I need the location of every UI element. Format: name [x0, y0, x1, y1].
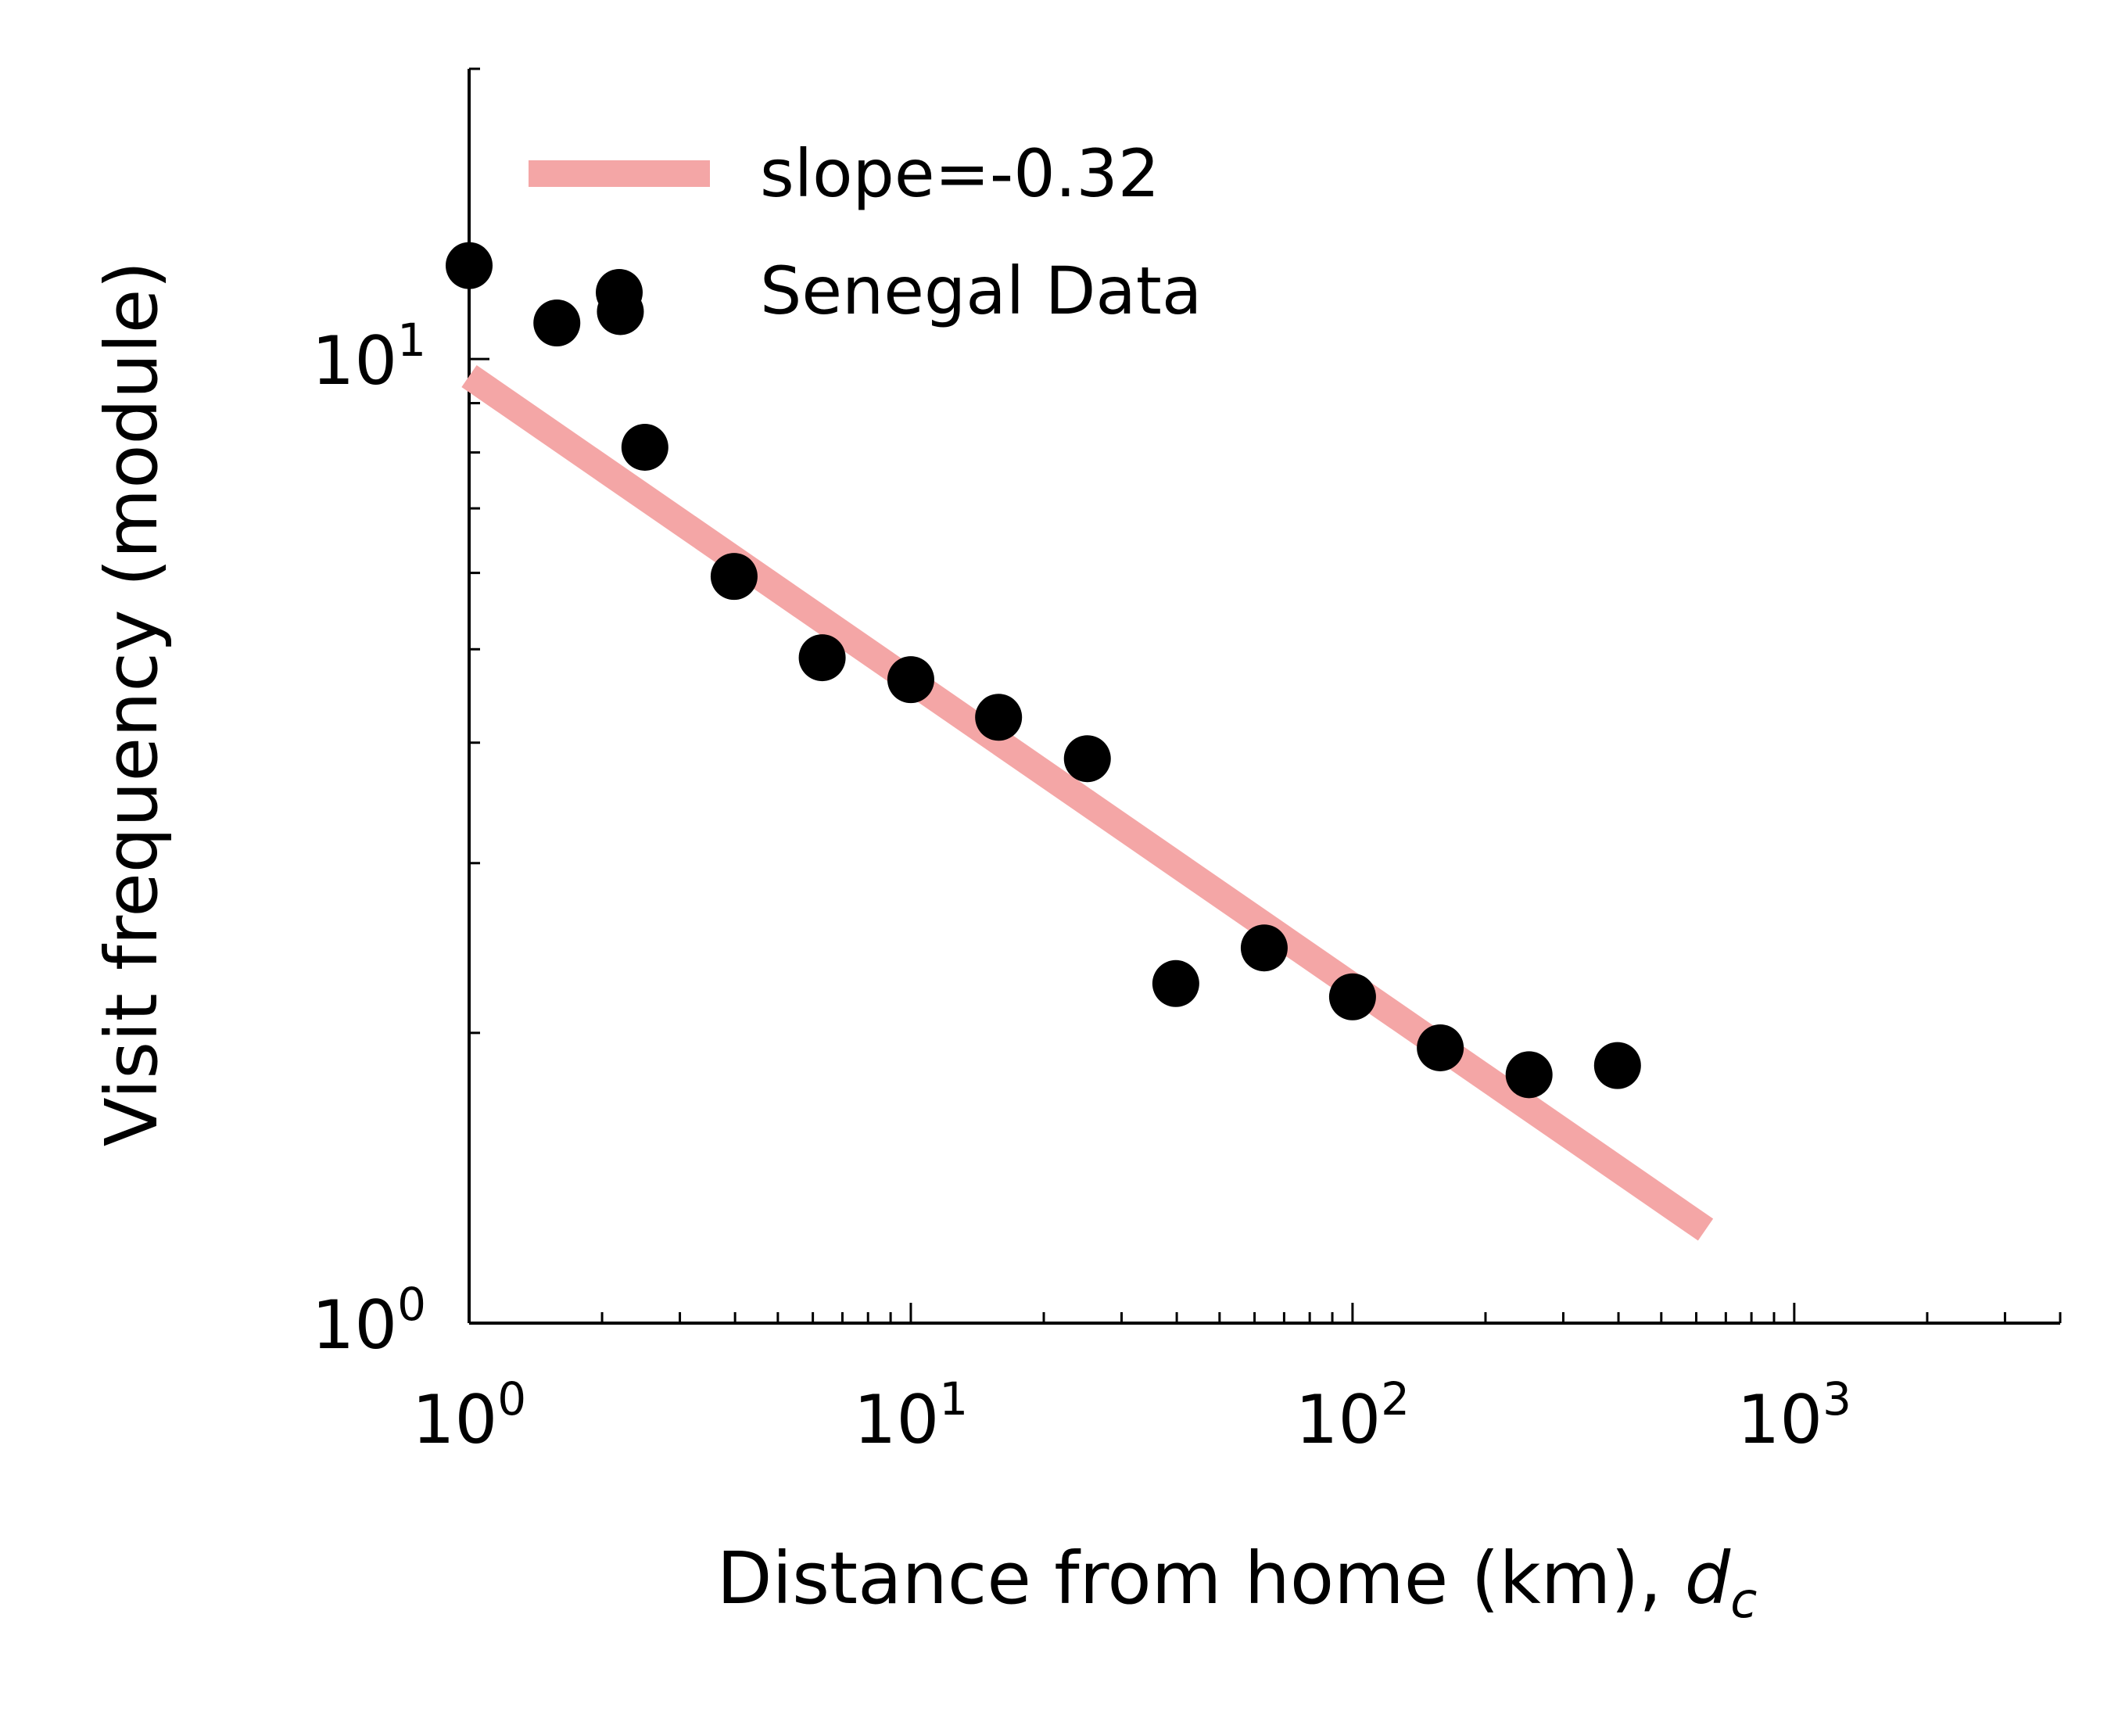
data-point — [798, 634, 846, 682]
legend-marker-swatch — [596, 269, 643, 316]
data-point — [621, 423, 668, 471]
data-point — [1063, 735, 1111, 783]
y-axis-label: Visit frequency (module) — [90, 261, 174, 1147]
data-point — [1505, 1051, 1553, 1099]
y-tick-label: 100 — [312, 1278, 426, 1365]
data-point — [1417, 1024, 1464, 1071]
x-tick-label: 101 — [854, 1372, 968, 1459]
x-tick-label: 102 — [1296, 1372, 1410, 1459]
legend-label-fit: slope=-0.32 — [760, 135, 1159, 212]
data-point — [1593, 1042, 1641, 1089]
x-axis-label: Distance from home (km), dc — [717, 1537, 1758, 1629]
data-point — [533, 299, 581, 346]
data-point — [710, 553, 758, 601]
fit-line-layer — [461, 364, 1714, 1241]
data-point — [1328, 973, 1376, 1020]
y-tick-label: 101 — [312, 314, 426, 400]
data-point — [1240, 924, 1288, 972]
x-tick-labels: 100 101 102 103 — [412, 1372, 1851, 1459]
legend-label-data: Senegal Data — [760, 253, 1202, 329]
x-tick-label: 103 — [1737, 1372, 1851, 1459]
data-point — [975, 694, 1023, 741]
data-point — [1152, 959, 1199, 1007]
data-points — [446, 242, 1641, 1099]
data-point — [887, 656, 934, 704]
y-tick-labels: 100 101 — [312, 314, 426, 1365]
fit-line — [461, 364, 1714, 1241]
legend: slope=-0.32 Senegal Data — [529, 135, 1202, 329]
data-point — [446, 242, 493, 289]
axes — [468, 67, 2062, 1325]
x-tick-label: 100 — [412, 1372, 526, 1459]
